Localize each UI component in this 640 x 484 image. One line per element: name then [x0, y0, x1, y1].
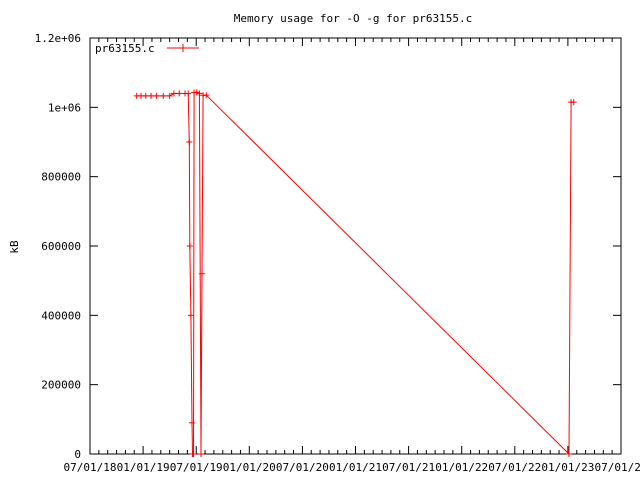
plot-frame	[89, 37, 622, 455]
x-tick-label: 07/01/22	[488, 461, 541, 474]
x-tick-label: 07/01/19	[170, 461, 223, 474]
x-tick-label: 07/01/23	[595, 461, 640, 474]
x-tick-label: 01/01/20	[223, 461, 276, 474]
x-tick-label: 07/01/20	[276, 461, 329, 474]
y-tick-label: 1e+06	[48, 101, 81, 114]
y-tick-label: 600000	[41, 240, 81, 253]
x-tick-label: 07/01/21	[382, 461, 435, 474]
chart-title: Memory usage for -O -g for pr63155.c	[234, 12, 472, 25]
axis-ticks: 0 200000 400000 600000 800000 1e+06 1.2e+06 07/…	[35, 32, 640, 474]
y-tick-label: 400000	[41, 309, 81, 322]
x-tick-label: 01/01/23	[541, 461, 594, 474]
y-tick-label: 1.2e+06	[35, 32, 81, 45]
x-tick-label: 01/01/21	[329, 461, 382, 474]
y-tick-label: 800000	[41, 171, 81, 184]
x-tick-label: 01/01/22	[435, 461, 488, 474]
series-layer	[133, 89, 577, 457]
legend: pr63155.c	[95, 42, 199, 55]
x-tick-label: 07/01/18	[64, 461, 117, 474]
y-axis-label: kB	[8, 240, 21, 254]
y-tick-label: 0	[74, 448, 81, 461]
legend-label: pr63155.c	[95, 42, 155, 55]
y-tick-label: 200000	[41, 379, 81, 392]
x-tick-label: 01/01/19	[117, 461, 170, 474]
